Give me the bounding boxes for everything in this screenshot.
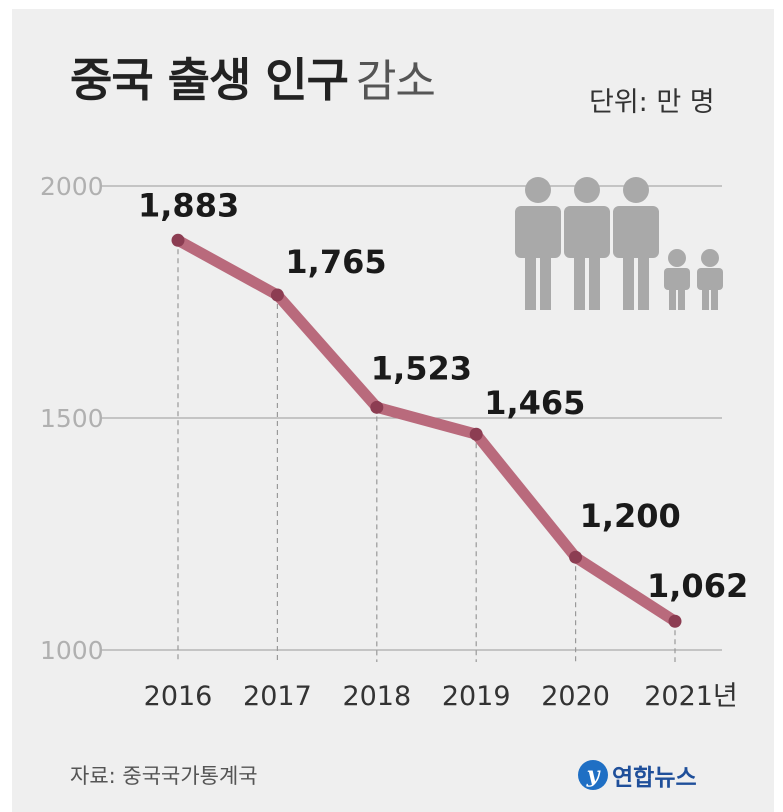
head [668, 249, 686, 267]
child-figure [697, 249, 723, 310]
leg [574, 250, 585, 310]
y-tick-label: 1000 [40, 636, 104, 665]
torso [564, 206, 610, 258]
x-tick-label: 2021년 [644, 681, 738, 712]
brand-logo: y 연합뉴스 [578, 758, 697, 792]
adult-figure [613, 177, 659, 310]
title-bold-part: 중국 출생 인구 [70, 53, 349, 107]
value-label: 1,765 [285, 243, 386, 281]
source-label: 자료: 중국국가통계국 [70, 764, 258, 788]
chart-title: 중국 출생 인구 감소 [70, 44, 436, 110]
leg [678, 286, 685, 310]
leg [525, 250, 536, 310]
leg [669, 286, 676, 310]
adult-figure [515, 177, 561, 310]
head [623, 177, 649, 203]
x-tick-label: 2016 [144, 681, 213, 712]
x-tick-label: 2020 [541, 681, 610, 712]
brand-name: 연합뉴스 [612, 765, 697, 791]
leg [702, 286, 709, 310]
head [574, 177, 600, 203]
unit-label: 단위: 만 명 [589, 87, 715, 118]
x-tick-label: 2018 [342, 681, 411, 712]
data-point [668, 614, 682, 628]
value-label: 1,200 [580, 497, 681, 535]
child-figure [664, 249, 690, 310]
torso [697, 268, 723, 290]
data-point [569, 550, 583, 564]
leg [540, 250, 551, 310]
head [525, 177, 551, 203]
torso [515, 206, 561, 258]
data-point [171, 233, 185, 247]
torso [613, 206, 659, 258]
value-label: 1,883 [138, 186, 239, 224]
value-labels: 1,883 1,765 1,523 1,465 1,200 1,062 [138, 186, 748, 605]
data-point [270, 288, 284, 302]
leg [711, 286, 718, 310]
torso [664, 268, 690, 290]
people-icon [515, 177, 723, 310]
leg [589, 250, 600, 310]
adult-figure [564, 177, 610, 310]
leg [623, 250, 634, 310]
value-label: 1,465 [484, 384, 585, 422]
x-tick-labels: 2016 2017 2018 2019 2020 2021년 [144, 681, 738, 712]
value-label: 1,523 [371, 349, 472, 387]
data-points [171, 233, 682, 628]
value-label: 1,062 [647, 567, 748, 605]
x-tick-label: 2019 [442, 681, 511, 712]
y-tick-label: 1500 [40, 404, 104, 433]
x-tick-label: 2017 [243, 681, 312, 712]
guide-lines [177, 240, 676, 662]
brand-logo-icon: y [578, 760, 608, 790]
leg [638, 250, 649, 310]
data-point [370, 400, 384, 414]
series-line [172, 234, 681, 627]
series-line-layer [172, 234, 681, 627]
data-point [469, 427, 483, 441]
title-light-part: 감소 [355, 56, 436, 107]
y-tick-label: 2000 [40, 172, 104, 201]
head [701, 249, 719, 267]
